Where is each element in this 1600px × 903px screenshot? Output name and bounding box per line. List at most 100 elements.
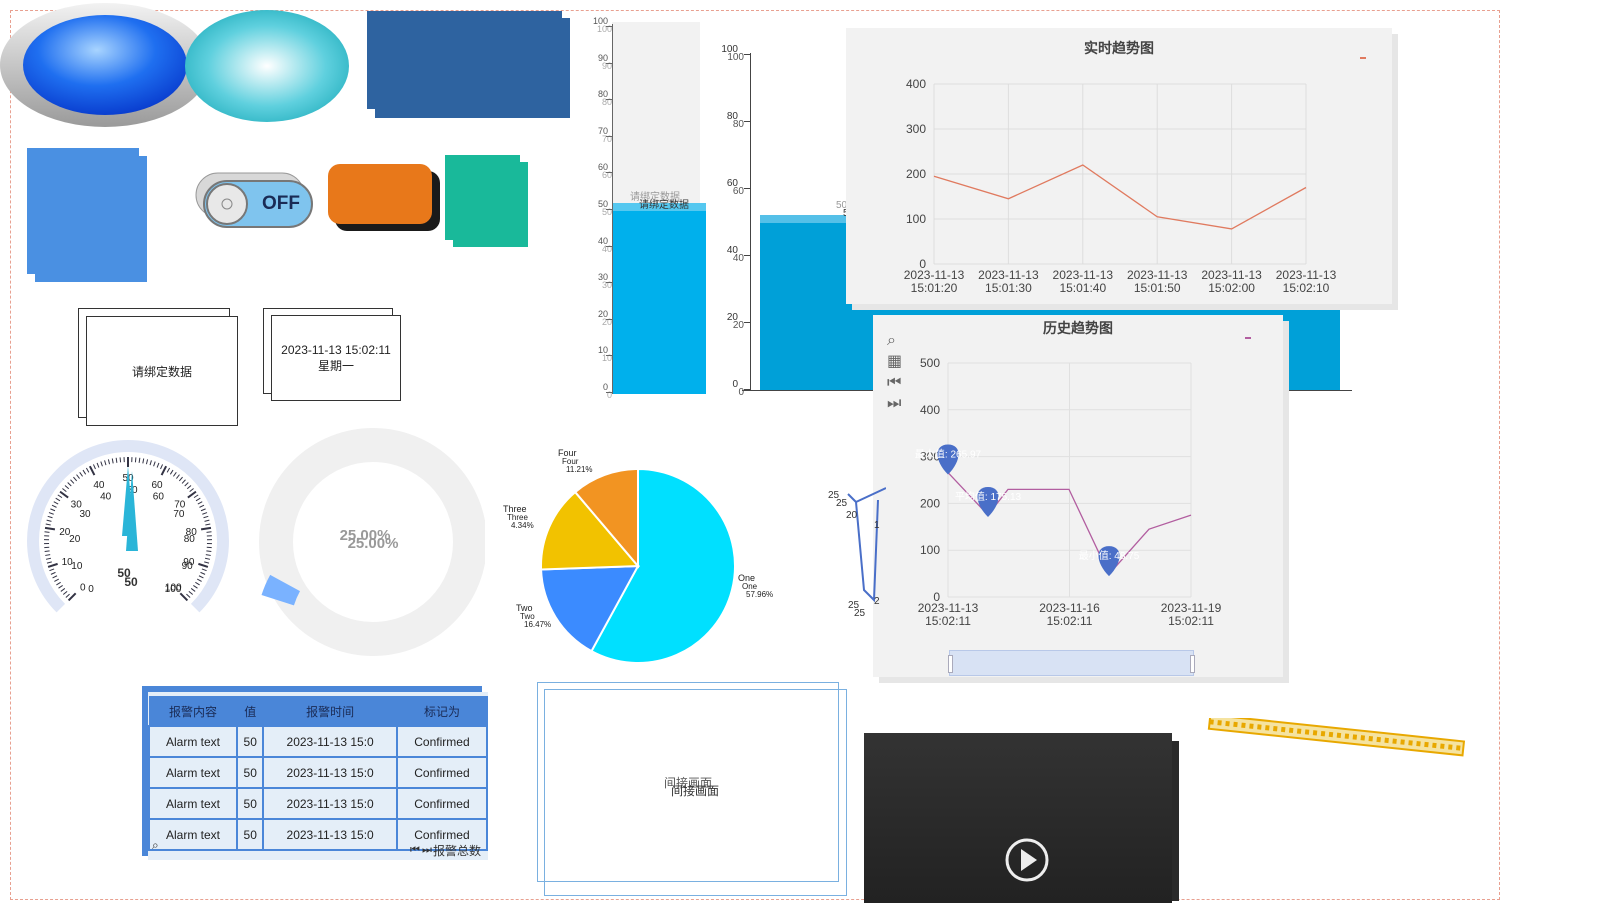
gauge-tick bbox=[170, 470, 173, 474]
play-icon[interactable] bbox=[1003, 833, 1051, 883]
gauge-tick bbox=[206, 551, 211, 552]
svg-text:最小值: 48.75: 最小值: 48.75 bbox=[1079, 549, 1140, 562]
hist-xtick-date: 2023-11-16 bbox=[1039, 601, 1100, 615]
gauge-tick bbox=[54, 502, 58, 504]
gauge-tick bbox=[191, 588, 195, 591]
bar-left-tick-mark bbox=[606, 63, 612, 64]
rt-xtick-time: 15:01:30 bbox=[985, 281, 1032, 295]
orange-rounded-button[interactable] bbox=[328, 164, 432, 224]
stack3d-line-top bbox=[856, 488, 886, 502]
alarm-column-header[interactable]: 标记为 bbox=[397, 697, 487, 727]
alarm-table-cell: 2023-11-13 15:0 bbox=[263, 757, 397, 788]
gauge-tick bbox=[73, 477, 76, 481]
table-search-icon[interactable]: ⌕ bbox=[152, 838, 159, 853]
gauge-tick bbox=[173, 472, 176, 476]
gauge-tick bbox=[61, 588, 65, 591]
skip-back-icon[interactable]: ⏮ bbox=[887, 371, 902, 392]
bar-mid-tick-mark bbox=[744, 255, 750, 256]
hist-ytick: 100 bbox=[920, 543, 940, 557]
hist-ytick: 400 bbox=[920, 403, 940, 417]
switch-knob[interactable] bbox=[207, 184, 247, 224]
table-prev-icon[interactable]: ⏮ bbox=[410, 843, 420, 857]
table-next-icon[interactable]: ⏭ bbox=[422, 843, 432, 857]
alarm-column-header[interactable]: 值 bbox=[237, 697, 263, 727]
alarm-table-cell: Alarm text bbox=[149, 757, 237, 788]
gauge-tick bbox=[105, 460, 106, 465]
gauge-tick bbox=[205, 558, 210, 559]
bar-left-tick-mark bbox=[606, 99, 612, 100]
gauge-tick bbox=[80, 472, 83, 476]
stack3d-label: 25 bbox=[854, 608, 866, 619]
svg-text:平均值: 175.13: 平均值: 175.13 bbox=[955, 490, 1022, 503]
teal-square-button[interactable] bbox=[445, 155, 520, 240]
gauge-tick bbox=[161, 464, 163, 469]
gauge-tick bbox=[93, 464, 95, 469]
gauge-tick bbox=[108, 459, 109, 464]
calculator-icon[interactable]: ▦ bbox=[887, 350, 902, 371]
gauge-tick bbox=[54, 579, 58, 581]
rt-xtick-time: 15:02:10 bbox=[1283, 281, 1330, 295]
gauge-tick bbox=[65, 485, 69, 488]
speed-gauge: 0010102020303040405050606070708080909010… bbox=[25, 438, 235, 618]
rt-ytick: 100 bbox=[906, 212, 926, 226]
bar-mid-tick-mark bbox=[744, 389, 750, 390]
gauge-tick bbox=[58, 495, 62, 498]
gauge-tick bbox=[196, 498, 200, 501]
alarm-column-header[interactable]: 报警时间 bbox=[263, 697, 397, 727]
gauge-tick-label-ghost: 90 bbox=[182, 561, 194, 572]
gauge-tick bbox=[197, 579, 201, 581]
alarm-column-header[interactable]: 报警内容 bbox=[149, 697, 237, 727]
gauge-tick bbox=[90, 466, 95, 475]
gauge-tick bbox=[59, 585, 63, 588]
gauge-tick-label: 40 bbox=[93, 480, 105, 491]
gauge-tick bbox=[86, 468, 88, 472]
history-zoom-slider[interactable] bbox=[949, 650, 1194, 676]
gauge-tick bbox=[202, 513, 207, 515]
hist-avg-marker: 平均值: 175.13 bbox=[955, 487, 1022, 517]
hist-xtick-date: 2023-11-19 bbox=[1161, 601, 1222, 615]
toggle-switch[interactable] bbox=[195, 172, 320, 232]
bar-mid-tick-mark bbox=[744, 121, 750, 122]
bar-left-tick-mark bbox=[606, 246, 612, 247]
search-icon[interactable]: ⌕ bbox=[887, 329, 902, 350]
alarm-table-cell: 50 bbox=[237, 757, 263, 788]
pie-slice-percent: 4.34% bbox=[511, 521, 534, 530]
bar-mid-tick-ghost: 60 bbox=[733, 186, 744, 197]
gauge-tick bbox=[51, 572, 56, 574]
datetime-widget: 2023-11-13 15:02:11 星期一 bbox=[271, 315, 401, 401]
alarm-table-cell: 50 bbox=[237, 819, 263, 850]
gauge-tick-label-ghost: 70 bbox=[173, 509, 185, 520]
pie-slice-percent: 16.47% bbox=[524, 620, 551, 629]
gauge-tick-label-ghost: 0 bbox=[88, 584, 94, 595]
rt-ytick: 400 bbox=[906, 77, 926, 91]
gauge-tick-label-ghost: 100 bbox=[165, 584, 182, 595]
blue-rect-button[interactable] bbox=[367, 11, 562, 109]
bar-left-tick-mark bbox=[606, 392, 612, 393]
gauge-tick bbox=[198, 564, 208, 567]
zoom-handle-left[interactable] bbox=[948, 655, 953, 673]
gauge-tick bbox=[116, 458, 117, 463]
skip-forward-icon[interactable]: ⏭ bbox=[887, 392, 902, 413]
bind-text-label: 请绑定数据 bbox=[132, 363, 192, 380]
pie-slice-percent: 11.21% bbox=[566, 465, 593, 474]
gauge-tick bbox=[179, 477, 182, 481]
gauge-tick bbox=[202, 569, 207, 571]
teal-oval-button[interactable] bbox=[185, 10, 349, 122]
gauge-tick bbox=[68, 483, 72, 486]
light-blue-rect-button[interactable] bbox=[27, 148, 139, 274]
zoom-handle-right[interactable] bbox=[1190, 655, 1195, 673]
gauge-tick-label-ghost: 60 bbox=[153, 491, 165, 502]
history-chart: 50040030020010002023-11-1315:02:112023-1… bbox=[873, 315, 1283, 677]
gauge-tick bbox=[187, 485, 191, 488]
alarm-table-cell: Confirmed bbox=[397, 788, 487, 819]
rt-xtick-time: 15:01:20 bbox=[911, 281, 958, 295]
realtime-chart: 40030020010002023-11-1315:01:202023-11-1… bbox=[846, 28, 1392, 304]
blue-oval-button[interactable] bbox=[23, 15, 187, 115]
svg-text:最大值: 265.97: 最大值: 265.97 bbox=[915, 448, 982, 461]
